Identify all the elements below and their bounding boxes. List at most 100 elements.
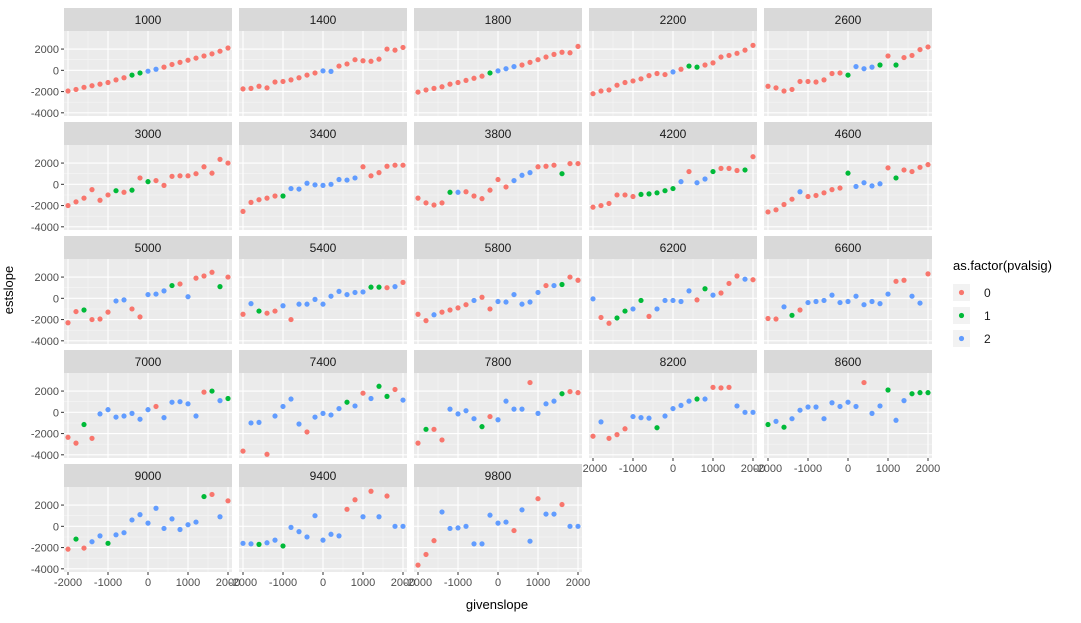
data-point <box>248 199 254 205</box>
data-point <box>65 434 71 440</box>
data-point <box>901 167 907 173</box>
data-point <box>320 301 326 307</box>
data-point <box>606 200 612 207</box>
data-point <box>431 202 437 208</box>
data-point <box>447 189 453 195</box>
data-point <box>415 562 421 568</box>
data-point <box>137 416 143 422</box>
data-point <box>765 83 771 89</box>
facet-strip-5000 <box>64 236 232 259</box>
data-point <box>280 403 286 410</box>
data-point <box>503 184 509 190</box>
data-point <box>129 187 135 193</box>
data-point <box>606 87 612 93</box>
y-tick-label: -2000 <box>31 429 59 441</box>
data-point <box>638 415 644 421</box>
data-point <box>105 540 111 546</box>
data-point <box>209 51 215 57</box>
data-point <box>710 168 716 175</box>
data-point <box>288 396 294 402</box>
data-point <box>901 277 907 283</box>
x-tick-label: 2000 <box>741 463 765 475</box>
data-point <box>829 70 835 77</box>
data-point <box>392 284 398 290</box>
data-point <box>551 51 557 57</box>
data-point <box>145 407 151 413</box>
x-tick-label: 0 <box>145 577 151 589</box>
data-point <box>169 61 175 68</box>
data-point <box>217 284 223 290</box>
data-point <box>543 401 549 407</box>
data-point <box>471 193 477 199</box>
facet-label-7000: 7000 <box>135 355 162 369</box>
data-point <box>368 284 374 290</box>
data-point <box>65 88 71 94</box>
data-point <box>296 186 302 192</box>
data-point <box>97 533 103 539</box>
legend-marker-1 <box>958 312 965 319</box>
y-tick-label: -2000 <box>31 543 59 555</box>
data-point <box>630 193 636 200</box>
data-point <box>352 497 358 503</box>
data-point <box>105 309 111 315</box>
data-point <box>153 66 159 72</box>
data-point <box>734 50 740 56</box>
data-point <box>225 45 231 51</box>
data-point <box>845 72 851 78</box>
data-point <box>336 405 342 412</box>
data-point <box>81 195 87 201</box>
facet-label-3400: 3400 <box>310 127 337 141</box>
data-point <box>455 525 461 531</box>
y-tick-label: 0 <box>53 65 59 77</box>
data-point <box>925 44 931 50</box>
data-point <box>352 403 358 409</box>
data-point <box>750 154 756 160</box>
data-point <box>89 539 95 545</box>
facet-strip-5800 <box>414 236 582 259</box>
data-point <box>225 498 231 504</box>
data-point <box>901 54 907 61</box>
data-point <box>65 320 71 326</box>
data-point <box>535 57 541 63</box>
data-point <box>694 64 700 70</box>
data-point <box>702 62 708 68</box>
data-point <box>336 288 342 295</box>
x-tick-label: 0 <box>495 577 501 589</box>
data-point <box>837 403 843 410</box>
data-point <box>248 85 254 91</box>
data-point <box>622 308 628 314</box>
data-point <box>646 191 652 197</box>
data-point <box>288 77 294 83</box>
data-point <box>805 299 811 306</box>
data-point <box>177 59 183 65</box>
facet-label-4200: 4200 <box>660 127 687 141</box>
data-point <box>344 399 350 405</box>
data-point <box>209 269 215 275</box>
data-point <box>145 291 151 298</box>
data-point <box>503 519 509 525</box>
data-point <box>169 399 175 405</box>
data-point <box>797 189 803 195</box>
data-point <box>718 54 724 60</box>
data-point <box>495 176 501 183</box>
data-point <box>630 78 636 84</box>
data-point <box>527 170 533 176</box>
data-point <box>225 160 231 166</box>
data-point <box>503 299 509 305</box>
data-point <box>304 429 310 435</box>
data-point <box>622 79 628 86</box>
data-point <box>153 505 159 511</box>
data-point <box>256 197 262 203</box>
data-point <box>686 398 692 404</box>
data-point <box>145 68 151 74</box>
data-point <box>113 77 119 83</box>
data-point <box>73 536 79 542</box>
data-point <box>296 75 302 81</box>
data-point <box>702 176 708 182</box>
facet-strip-3800 <box>414 122 582 145</box>
data-point <box>869 410 875 416</box>
data-point <box>909 293 915 299</box>
data-point <box>431 312 437 318</box>
data-point <box>129 306 135 312</box>
data-point <box>97 411 103 417</box>
